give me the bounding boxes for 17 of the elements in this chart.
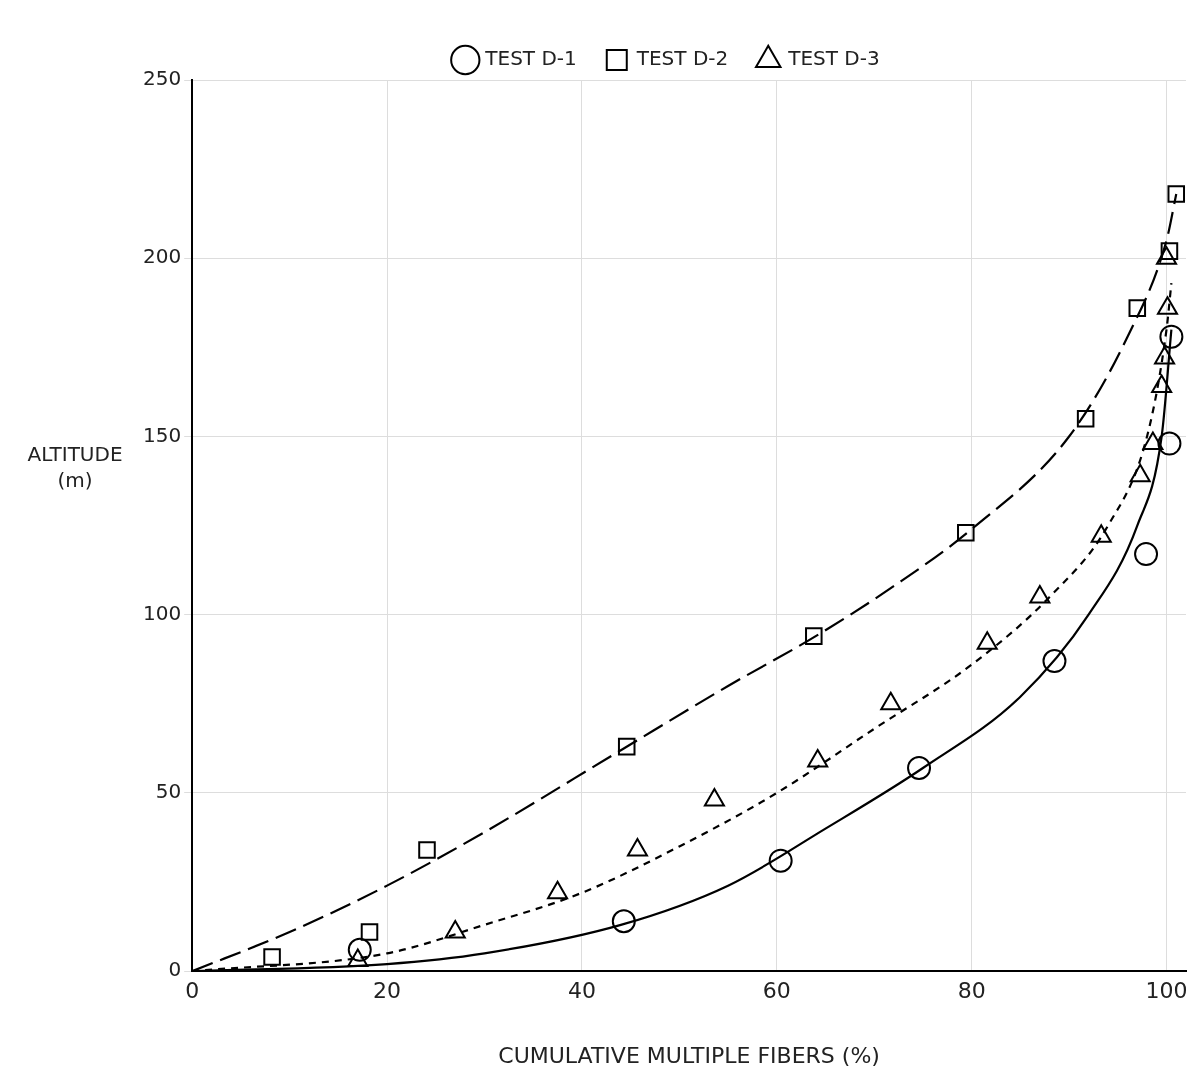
x-tick-label: 100 <box>1145 978 1188 1004</box>
x-tick-label: 0 <box>185 978 200 1004</box>
y-tick-label: 200 <box>142 244 182 269</box>
y-tick-label: 100 <box>142 600 182 625</box>
y-tick-label: 150 <box>142 422 182 447</box>
legend-label: TEST D-1 <box>484 46 577 71</box>
y-tick-label: 0 <box>168 957 182 982</box>
y-axis-title: ALTITUDE (m) <box>27 441 123 492</box>
x-axis-title: CUMULATIVE MULTIPLE FIBERS (%) <box>498 1042 880 1068</box>
y-tick-label: 250 <box>142 66 182 91</box>
y-tick-label: 50 <box>155 779 182 804</box>
x-tick-label: 60 <box>762 978 791 1004</box>
x-tick-label: 80 <box>957 978 986 1004</box>
legend-label: TEST D-2 <box>635 46 729 71</box>
legend-label: TEST D-3 <box>787 46 880 71</box>
x-tick-label: 40 <box>567 978 596 1004</box>
x-tick-label: 20 <box>373 978 402 1004</box>
